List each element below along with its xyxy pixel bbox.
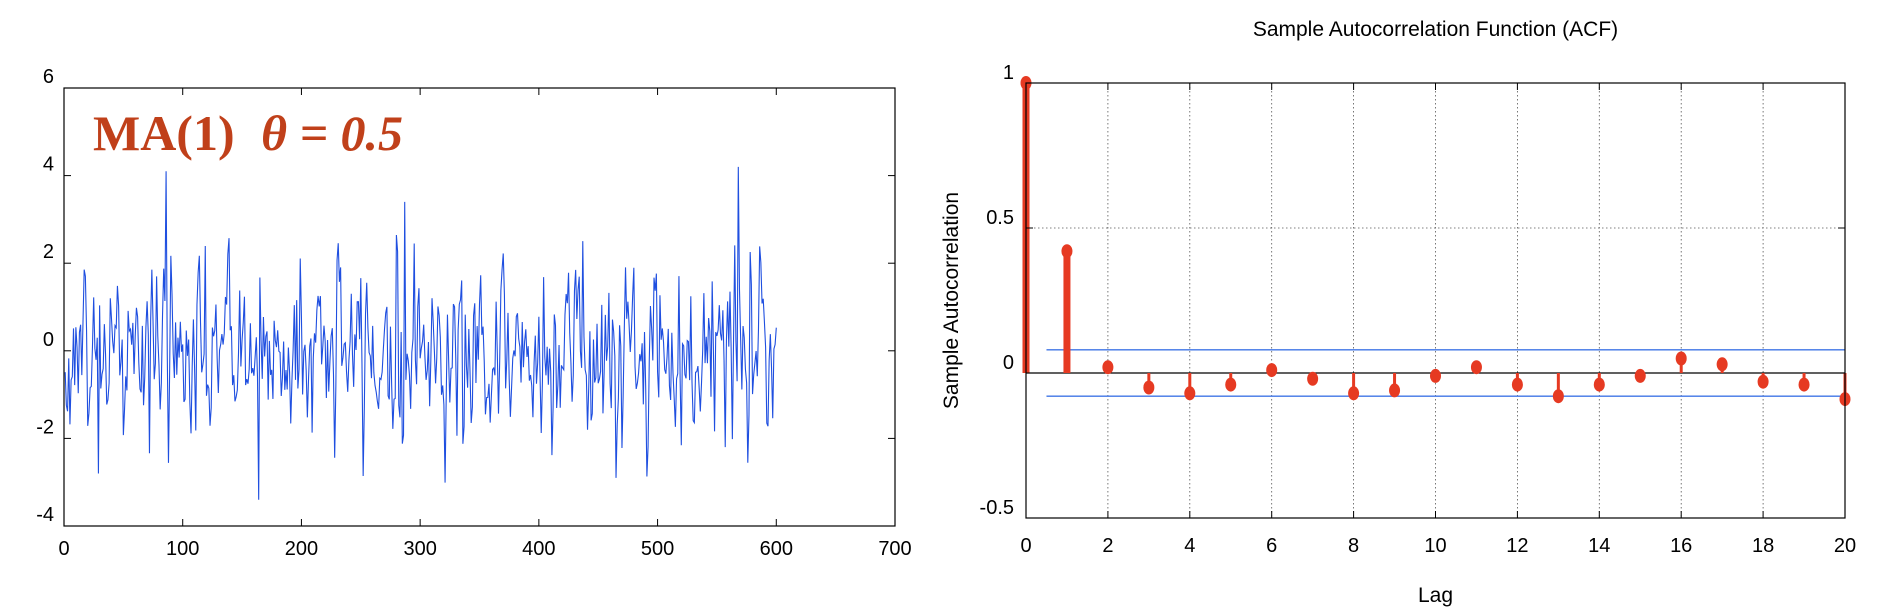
acf-stem-marker [1552, 389, 1564, 404]
acf-stem-marker [1061, 244, 1073, 259]
acf-stem-marker [1757, 374, 1769, 389]
left-y-tick-label: 0 [43, 329, 54, 351]
right-x-tick-labels: 0 2 4 6 8 10 12 14 16 18 20 [1020, 535, 1856, 557]
left-x-tick-label: 700 [878, 538, 911, 560]
right-x-tick-label: 20 [1834, 535, 1856, 557]
acf-stem-marker [1593, 377, 1605, 392]
left-x-tick-label: 600 [760, 538, 793, 560]
left-y-tick-labels: -4 -2 0 2 4 6 [36, 66, 54, 526]
annotation-prefix: MA(1) [93, 105, 235, 161]
right-y-tick-label: 0.5 [986, 207, 1014, 229]
right-x-tick-label: 10 [1424, 535, 1446, 557]
right-x-tick-label: 14 [1588, 535, 1610, 557]
left-y-tick-label: 2 [43, 241, 54, 263]
acf-stem-marker [1307, 371, 1319, 386]
left-x-tick-labels: 0 100 200 300 400 500 600 700 [58, 538, 911, 560]
acf-chart-title: Sample Autocorrelation Function (ACF) [1253, 18, 1618, 41]
ma1-annotation: MA(1) θ = 0.5 [93, 105, 403, 161]
ma1-time-series-chart: 0 100 200 300 400 500 600 700 -4 -2 0 2 4 6 MA(1) θ … [36, 66, 911, 560]
left-y-tick-label: 4 [43, 154, 54, 176]
right-x-tick-label: 16 [1670, 535, 1692, 557]
left-y-tick-label: 6 [43, 66, 54, 88]
acf-stem-marker [1470, 360, 1482, 375]
right-x-tick-label: 6 [1266, 535, 1277, 557]
left-x-tick-label: 0 [58, 538, 69, 560]
acf-stem-marker [1102, 360, 1114, 375]
right-y-tick-label: -0.5 [980, 497, 1014, 519]
annotation-suffix: = 0.5 [300, 105, 404, 161]
right-y-tick-labels: -0.5 0 0.5 1 [980, 62, 1014, 519]
right-tick-marks [1025, 82, 1846, 519]
right-y-tick-label: 0 [1003, 352, 1014, 374]
left-x-tick-label: 300 [403, 538, 436, 560]
acf-stem-marker [1184, 386, 1196, 401]
left-y-tick-label: -2 [36, 416, 54, 438]
left-x-tick-label: 200 [285, 538, 318, 560]
right-x-tick-label: 2 [1102, 535, 1113, 557]
right-y-tick-label: 1 [1003, 62, 1014, 84]
acf-stem-marker [1348, 386, 1360, 401]
acf-stem-marker [1675, 351, 1687, 366]
acf-stem-marker [1430, 368, 1441, 383]
acf-y-axis-label: Sample Autocorrelation [940, 192, 963, 409]
left-plot-frame [63, 87, 896, 527]
acf-gridlines [1026, 83, 1845, 518]
annotation-symbol: θ [261, 105, 287, 161]
acf-x-axis-label: Lag [1418, 584, 1453, 607]
acf-stem-marker [1143, 380, 1155, 395]
ma1-series-group [64, 166, 777, 500]
ma1-series-line [64, 166, 777, 500]
acf-stem-marker [1511, 377, 1523, 392]
right-x-tick-label: 4 [1184, 535, 1195, 557]
right-x-tick-label: 0 [1020, 535, 1031, 557]
left-x-tick-label: 500 [641, 538, 674, 560]
acf-confidence-bounds [1046, 349, 1845, 397]
acf-stem-marker [1634, 368, 1646, 383]
right-x-tick-label: 12 [1506, 535, 1528, 557]
acf-stem-marker [1389, 383, 1401, 398]
left-tick-marks [63, 87, 896, 527]
left-x-tick-label: 400 [522, 538, 555, 560]
acf-stem-marker [1225, 377, 1237, 392]
acf-stem-marker [1716, 357, 1728, 372]
acf-chart: Sample Autocorrelation Function (ACF) 0 2… [940, 18, 1856, 607]
right-x-tick-label: 18 [1752, 535, 1774, 557]
acf-stem-marker [1798, 377, 1810, 392]
acf-stem-marker [1266, 363, 1278, 378]
left-x-tick-label: 100 [166, 538, 199, 560]
right-x-tick-label: 8 [1348, 535, 1359, 557]
left-y-tick-label: -4 [36, 504, 54, 526]
